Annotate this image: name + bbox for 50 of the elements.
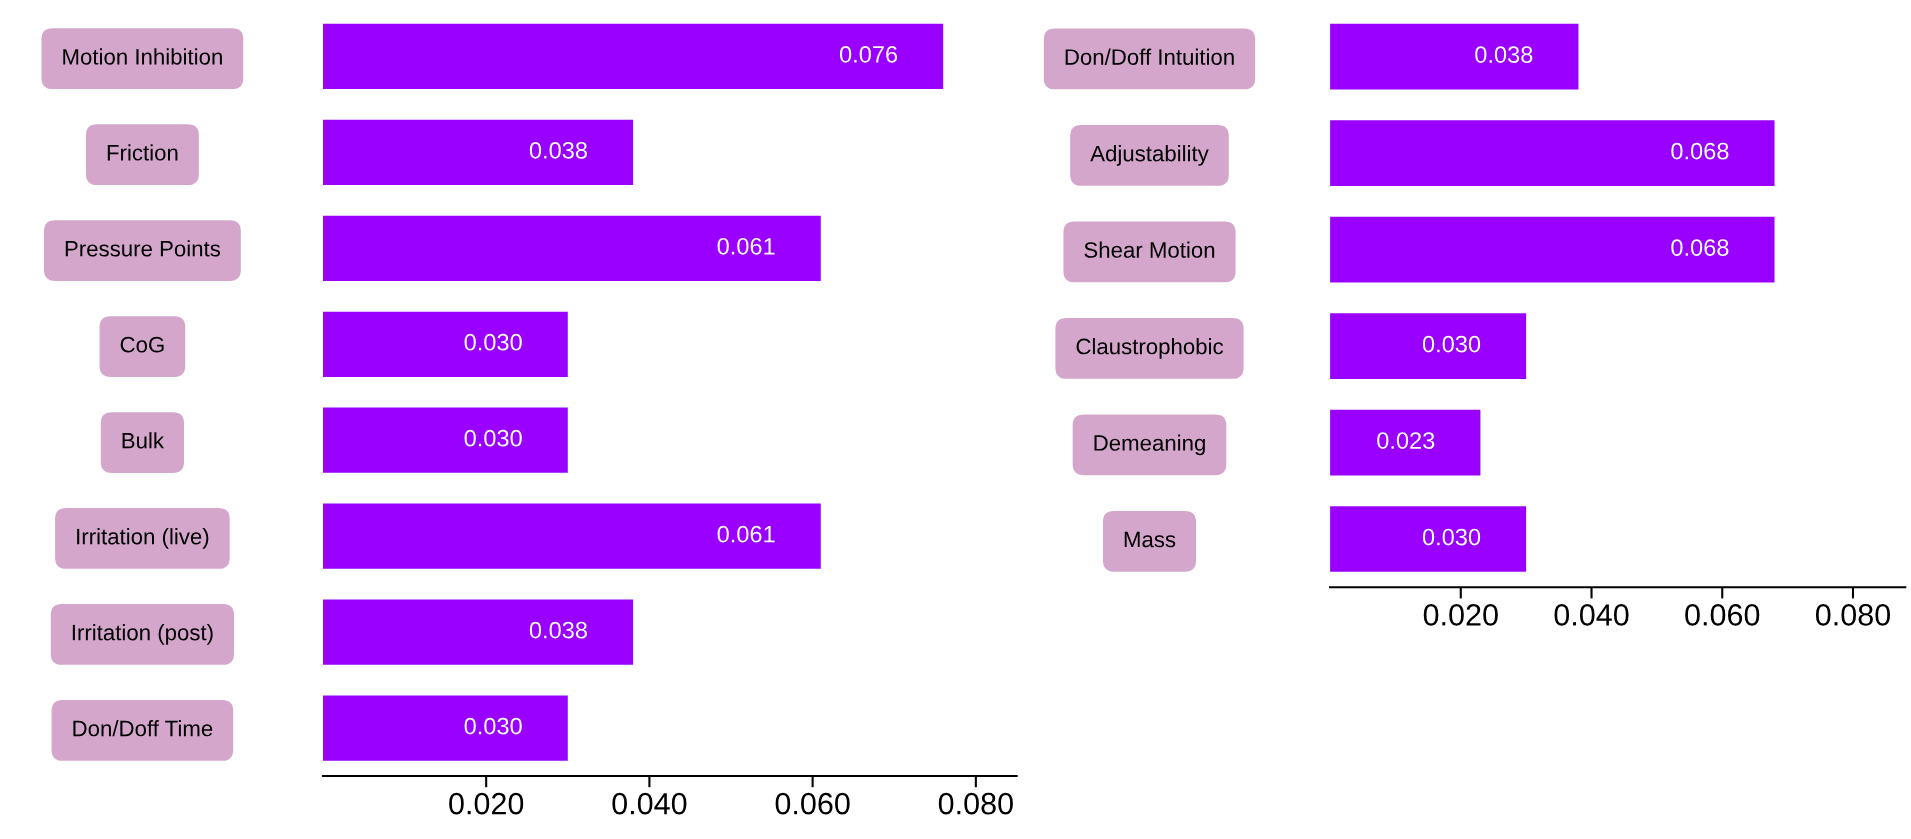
bar (322, 119, 634, 185)
y-tick-label: CoG (120, 336, 164, 353)
data-label: 0.061 (717, 237, 775, 255)
x-tick-label: 0.020 (449, 792, 524, 815)
bar (1330, 409, 1481, 476)
data-label: 0.030 (464, 333, 522, 351)
bar (322, 503, 821, 569)
data-label: 0.030 (464, 717, 522, 735)
data-label: 0.038 (1475, 46, 1533, 63)
y-tick-label: Adjustability (1090, 145, 1209, 166)
y-tick-label: Don/Doff Time (73, 720, 213, 737)
x-tick-label: 0.040 (612, 792, 687, 815)
data-label: 0.061 (717, 525, 775, 543)
bar (322, 407, 568, 473)
x-tick-label: 0.020 (1423, 604, 1498, 626)
y-tick-label: Pressure Points (65, 240, 221, 257)
x-tick-label: 0.040 (1554, 604, 1629, 626)
y-tick-label: Irritation (post) (72, 624, 213, 645)
y-tick-label: Shear Motion (1084, 241, 1215, 258)
y-tick-label: Motion Inhibition (63, 48, 222, 65)
y-tick-label: Mass (1124, 531, 1176, 548)
data-label: 0.030 (1422, 528, 1481, 546)
y-tick-label: Don/Doff Intuition (1065, 48, 1234, 65)
bar (1330, 216, 1775, 283)
x-tick-label: 0.080 (1815, 604, 1891, 626)
y-tick-label: Friction (107, 144, 178, 161)
bar (322, 599, 634, 665)
bar (322, 215, 821, 281)
data-label: 0.030 (464, 429, 522, 447)
bar (1330, 120, 1775, 186)
bar (322, 23, 944, 89)
bar (322, 695, 568, 761)
y-tick-label: Irritation (live) (77, 528, 209, 549)
y-tick-label: Demeaning (1094, 434, 1205, 456)
x-tick-label: 0.060 (1685, 604, 1760, 626)
data-label: 0.068 (1671, 239, 1729, 256)
y-tick-label: Bulk (122, 432, 165, 449)
data-label: 0.038 (529, 621, 587, 639)
bar (322, 311, 568, 377)
data-label: 0.068 (1671, 142, 1729, 160)
data-label: 0.076 (839, 45, 898, 63)
x-tick-label: 0.080 (938, 792, 1013, 815)
bar (1330, 313, 1527, 379)
data-label: 0.023 (1377, 432, 1435, 449)
bar (1330, 506, 1527, 572)
x-tick-label: 0.060 (775, 792, 850, 815)
bar (1330, 23, 1579, 90)
y-tick-label: Claustrophobic (1076, 338, 1224, 359)
data-label: 0.030 (1422, 335, 1481, 353)
data-label: 0.038 (529, 141, 587, 159)
